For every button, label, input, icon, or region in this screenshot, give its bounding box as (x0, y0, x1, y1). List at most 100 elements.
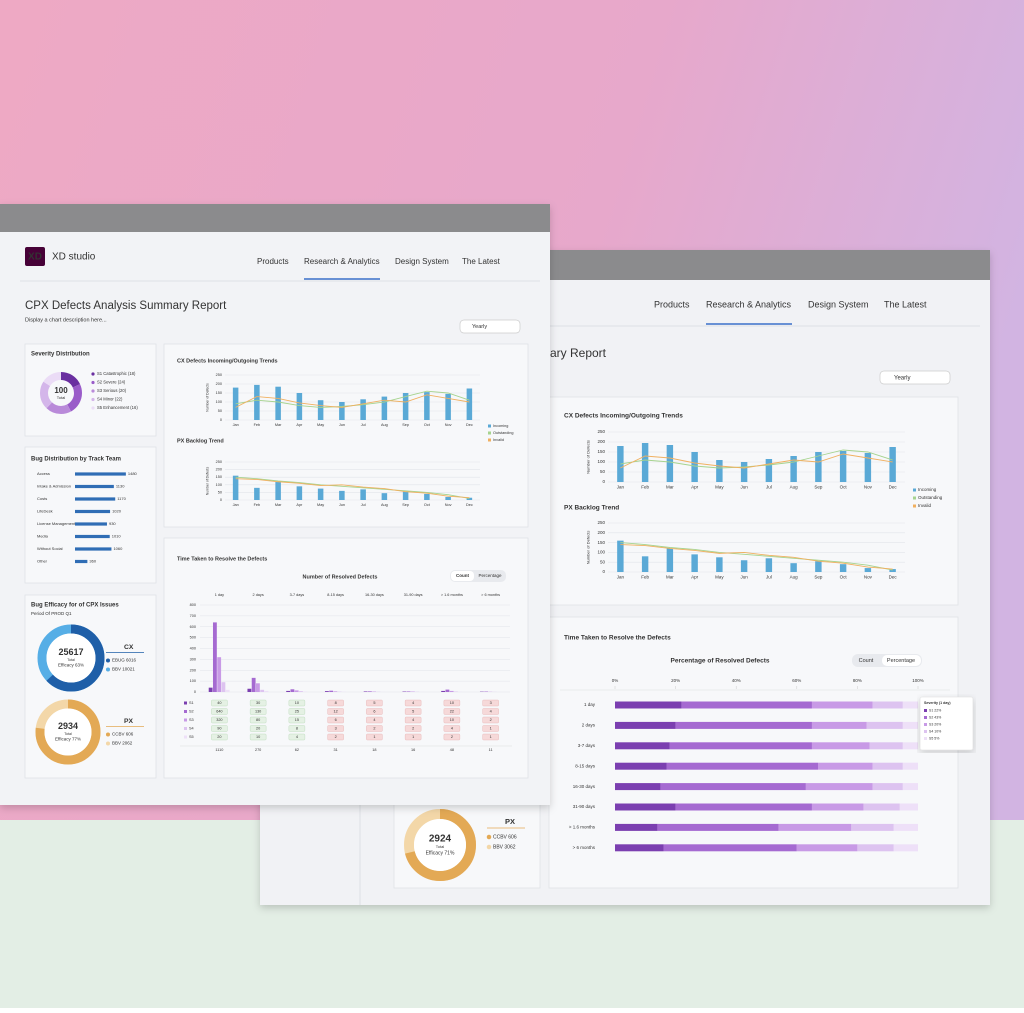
row-label: 1 day (584, 702, 596, 707)
x-tick-label: Dec (466, 423, 473, 427)
nav-link[interactable]: Research & Analytics (304, 257, 380, 266)
bar (424, 494, 430, 500)
x-tick-label: Jul (361, 423, 366, 427)
dropdown[interactable] (880, 371, 950, 384)
table-value: 3 (490, 701, 492, 705)
x-tick-label: Aug (381, 503, 388, 507)
x-tick-label: Sep (814, 575, 823, 580)
toggle-option[interactable]: Count (859, 658, 874, 664)
bar-segment (866, 722, 902, 729)
table-value: 1 (490, 735, 492, 739)
value-label: 930 (109, 521, 116, 526)
bar-segment (806, 783, 873, 790)
legend-dot (106, 658, 110, 662)
bar-segment (615, 804, 676, 811)
x-tick-label: May (715, 575, 724, 580)
bar-segment (615, 722, 676, 729)
x-tick-label: Apr (296, 423, 303, 427)
x-tick-label: Jan (233, 503, 239, 507)
toggle-option[interactable]: Percentage (887, 658, 915, 664)
bar-segment (615, 763, 667, 770)
y-tick-label: 0 (220, 418, 222, 422)
table-value: 30 (256, 701, 260, 705)
bar (247, 689, 251, 692)
legend-swatch (913, 489, 916, 492)
nav-link[interactable]: Design System (808, 299, 869, 309)
bar (865, 568, 871, 572)
y-tick-label: 100 (216, 483, 222, 487)
toggle-option[interactable]: Percentage (478, 573, 502, 578)
x-tick-label: Dec (466, 503, 473, 507)
row-label: S3 (189, 718, 194, 722)
row-label: S4 (189, 727, 194, 731)
dropdown[interactable] (460, 320, 520, 333)
group-label: PX (505, 817, 515, 826)
table-total: 16 (411, 748, 415, 752)
table-value: 25 (295, 710, 299, 714)
nav-link[interactable]: Products (257, 257, 289, 266)
column-header: 8-15 days (327, 593, 344, 597)
legend-dot (487, 835, 492, 840)
bar-segment (615, 844, 663, 851)
bar-segment (870, 742, 903, 749)
x-tick-label: Mar (666, 485, 674, 490)
bar-segment (873, 702, 903, 709)
bar (222, 682, 226, 692)
donut-total: 2934 (58, 721, 78, 731)
bar-segment (657, 824, 778, 831)
nav-link[interactable]: Research & Analytics (706, 299, 792, 309)
bar-segment (873, 763, 903, 770)
nav-link[interactable]: Design System (395, 257, 449, 266)
legend-label: S5 Enhancement (16) (97, 405, 138, 410)
legend-dot (91, 381, 94, 384)
y-tick-label: 100 (597, 550, 605, 555)
table-value: 8 (296, 727, 298, 731)
x-tick-label: May (317, 503, 324, 507)
x-tick-label: 60% (792, 678, 801, 683)
x-tick-label: Apr (296, 503, 303, 507)
bar (441, 691, 445, 692)
x-tick-label: Jul (361, 503, 366, 507)
value-label: 1010 (112, 534, 122, 539)
bar (741, 462, 747, 482)
x-tick-label: May (715, 485, 724, 490)
tooltip-swatch (924, 730, 927, 733)
x-tick-label: Jul (766, 485, 772, 490)
tooltip-item: S1 22% (929, 708, 941, 712)
toggle-option[interactable]: Count (456, 573, 469, 578)
nav-link[interactable]: Products (654, 299, 690, 309)
bar (424, 392, 430, 420)
donut-total-label: Total (57, 395, 66, 400)
bar (360, 489, 366, 500)
card-title: Severity Distribution (31, 352, 90, 358)
bar-segment (812, 702, 873, 709)
x-tick-label: 100% (912, 678, 924, 683)
bar (75, 510, 110, 513)
bar (75, 485, 114, 488)
card-title: PX Backlog Trend (564, 505, 619, 512)
x-tick-label: Feb (641, 575, 649, 580)
donut-total-label: Total (436, 844, 445, 849)
bar-segment (797, 844, 858, 851)
bar (226, 690, 230, 692)
bar (325, 691, 329, 692)
bar (254, 488, 260, 500)
row-label: S5 (189, 735, 194, 739)
table-value: 4 (412, 701, 414, 705)
nav-link[interactable]: The Latest (884, 299, 927, 309)
table-value: 10 (256, 735, 260, 739)
legend-dot (91, 406, 94, 409)
x-tick-label: Mar (275, 503, 282, 507)
bar (360, 399, 366, 420)
bar-segment (667, 763, 819, 770)
page-description: Display a chart description here... (25, 317, 107, 323)
x-tick-label: Aug (381, 423, 388, 427)
bar (467, 389, 473, 421)
bar (450, 691, 454, 692)
bar-segment (903, 783, 918, 790)
tooltip-item: S4 10% (929, 729, 941, 733)
bar-segment (682, 702, 812, 709)
bar (254, 385, 260, 420)
nav-link[interactable]: The Latest (462, 257, 501, 266)
bar (691, 452, 697, 482)
